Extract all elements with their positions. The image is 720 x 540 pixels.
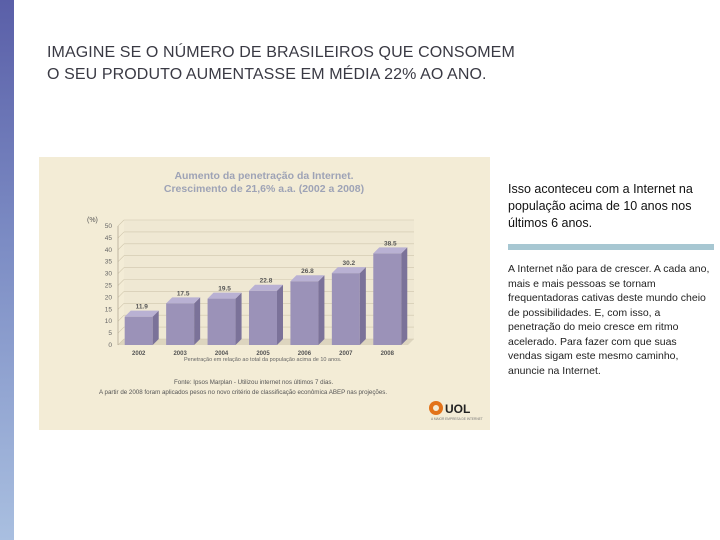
chart-title: Aumento da penetração da Internet. (174, 170, 353, 182)
x-tick-label: 2004 (215, 351, 229, 357)
bar-side (401, 247, 408, 345)
bar-side (318, 275, 325, 345)
gridline-side (117, 326, 125, 334)
info-divider (508, 244, 714, 250)
gridline-side (117, 267, 125, 274)
y-tick-label: 0 (108, 342, 112, 349)
headline-line-1: IMAGINE SE O NÚMERO DE BRASILEIROS QUE C… (47, 44, 515, 61)
info-lead-text: Isso aconteceu com a Internet na populaç… (508, 182, 693, 230)
chart-panel: Aumento da penetração da Internet. Cresc… (39, 157, 490, 430)
uol-logo-subtext: A MAIOR EMPRESA DE INTERNET (431, 417, 483, 421)
bar-front (166, 303, 195, 345)
bar-top (124, 310, 159, 317)
bar-2007: 30.2 2007 (331, 260, 366, 357)
gridline-side (117, 291, 125, 298)
bar-front (249, 290, 277, 345)
bar-front (124, 316, 153, 345)
bar-2003: 17.5 2003 (166, 290, 201, 357)
y-tick-label: 40 (105, 247, 113, 254)
bar-top (331, 267, 366, 274)
gridline-side (117, 338, 125, 346)
bar-2006: 26.8 2006 (290, 268, 325, 357)
y-tick-label: 15 (105, 306, 113, 313)
y-tick-label: 10 (105, 318, 113, 325)
x-tick-label: 2007 (339, 351, 353, 357)
bar-2004: 19.5 2004 (207, 286, 242, 357)
y-tick-label: 30 (105, 271, 113, 278)
bar-front (290, 281, 319, 345)
bar-side (235, 292, 242, 345)
bar-top (166, 297, 201, 304)
page-headline: IMAGINE SE O NÚMERO DE BRASILEIROS QUE C… (47, 42, 647, 86)
x-tick-label: 2008 (381, 351, 395, 357)
headline-line-2: O SEU PRODUTO AUMENTASSE EM MÉDIA 22% AO… (47, 66, 487, 83)
bar-front (373, 253, 402, 345)
left-accent-bar (0, 0, 14, 540)
data-label: 22.8 (260, 278, 273, 285)
bar-top (207, 292, 242, 299)
chart-subtitle: Crescimento de 21,6% a.a. (2002 a 2008) (164, 183, 364, 195)
bar-front (207, 298, 236, 345)
info-panel: Isso aconteceu com a Internet na populaç… (508, 181, 714, 378)
gridline-side (117, 219, 125, 227)
gridline-side (117, 279, 125, 286)
gridline-side (117, 255, 125, 262)
bar-2002: 11.9 2002 (124, 304, 159, 357)
bar-side (194, 297, 201, 345)
bar-front (331, 273, 360, 345)
internet-penetration-chart: Aumento da penetração da Internet. Cresc… (87, 170, 483, 421)
y-tick-label: 35 (105, 259, 113, 266)
chart-source-footnote: A partir de 2008 foram aplicados pesos n… (99, 389, 387, 396)
data-label: 19.5 (218, 286, 231, 293)
x-tick-label: 2003 (173, 351, 187, 357)
gridline-side (117, 231, 125, 239)
bar-top (373, 247, 408, 254)
chart-note: Penetração em relação ao total da popula… (184, 357, 342, 363)
bar-side (359, 267, 366, 345)
bar-2008: 38.5 2008 (373, 240, 408, 357)
data-label: 11.9 (136, 304, 149, 311)
uol-logo-text: UOL (445, 402, 470, 416)
data-label: 26.8 (301, 268, 314, 275)
bar-side (152, 310, 159, 345)
x-tick-label: 2006 (298, 351, 312, 357)
uol-logo: UOL A MAIOR EMPRESA DE INTERNET (429, 401, 483, 421)
data-label: 17.5 (177, 290, 190, 297)
y-tick-label: 20 (105, 294, 113, 301)
bar-top (249, 284, 283, 291)
x-tick-label: 2005 (256, 351, 270, 357)
bar-side (277, 284, 283, 345)
bar-top (290, 275, 325, 282)
y-tick-label: 45 (105, 235, 113, 242)
chart-source: Fonte: Ipsos Marplan - Utilizou internet… (174, 379, 334, 386)
bar-2005: 22.8 2005 (249, 278, 283, 357)
info-body-text: A Internet não para de crescer. A cada a… (508, 263, 710, 377)
y-tick-label: 5 (108, 330, 112, 337)
data-label: 38.5 (384, 240, 397, 247)
y-axis-label: (%) (87, 217, 98, 224)
gridline-side (117, 243, 125, 251)
x-tick-label: 2002 (132, 351, 146, 357)
gridline-side (117, 314, 125, 322)
y-tick-label: 25 (105, 283, 113, 290)
y-tick-label: 50 (105, 223, 113, 230)
data-label: 30.2 (343, 260, 356, 267)
gridline-side (117, 303, 125, 310)
